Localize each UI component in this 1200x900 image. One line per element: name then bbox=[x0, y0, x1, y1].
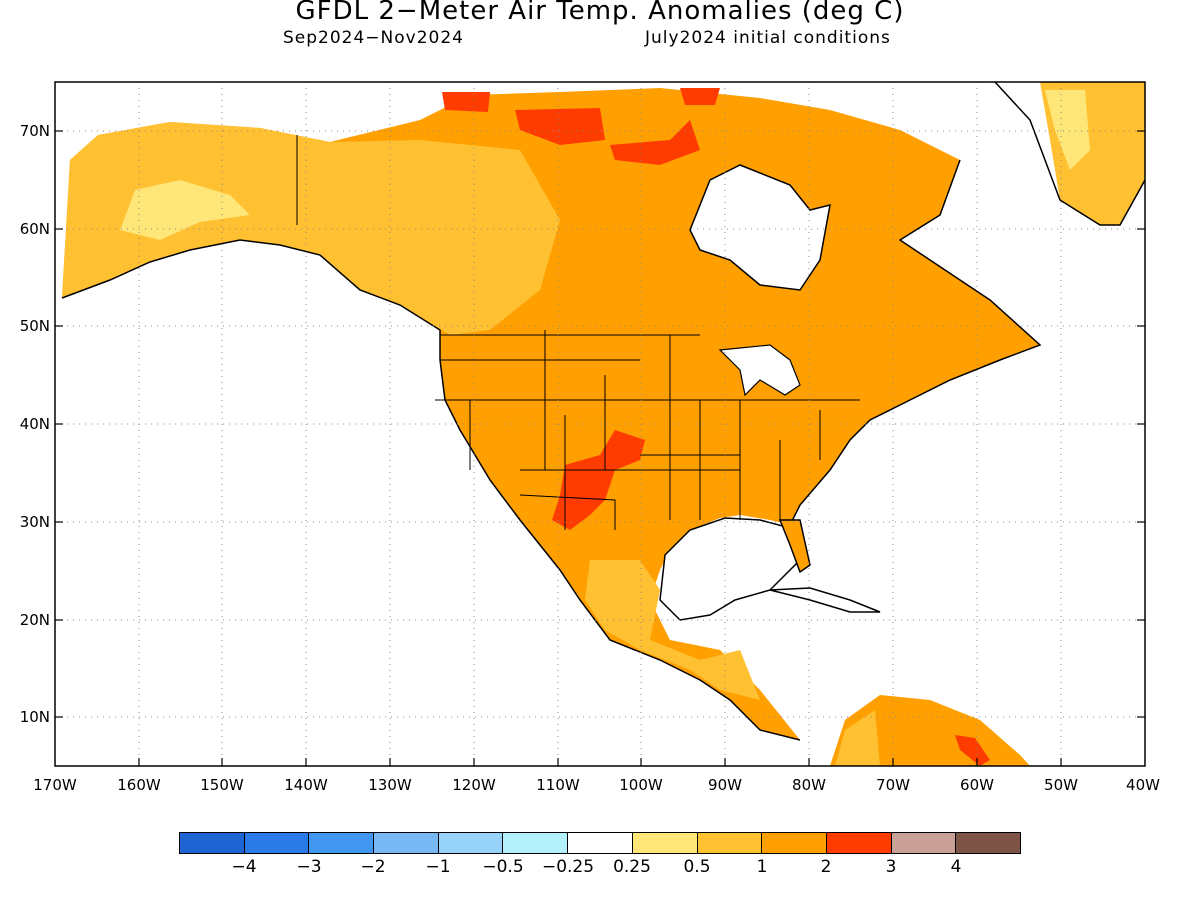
lon-label: 130W bbox=[368, 776, 412, 794]
lon-label: 120W bbox=[452, 776, 496, 794]
legend-label: −4 bbox=[231, 857, 257, 877]
legend-swatch bbox=[697, 833, 763, 853]
legend-swatch bbox=[568, 833, 633, 853]
legend-label: −2 bbox=[360, 857, 386, 877]
east-coastline bbox=[789, 159, 1042, 526]
lat-label: 70N bbox=[20, 122, 50, 140]
legend-swatch bbox=[632, 833, 698, 853]
map-title: GFDL 2−Meter Air Temp. Anomalies (deg C) bbox=[295, 0, 905, 26]
lat-label: 40N bbox=[20, 415, 50, 433]
arctic-islands-strong-anomaly-3 bbox=[680, 88, 720, 105]
legend-swatch bbox=[891, 833, 957, 853]
arctic-islands-strong-anomaly-2 bbox=[442, 92, 490, 112]
lat-label: 30N bbox=[20, 513, 50, 531]
lon-label: 110W bbox=[536, 776, 580, 794]
legend-label: −3 bbox=[296, 857, 322, 877]
legend-label: −0.25 bbox=[541, 857, 595, 877]
southwest-us-strong-anomaly bbox=[552, 430, 645, 530]
great-lakes bbox=[718, 344, 801, 397]
forecast-period: Sep2024−Nov2024 bbox=[283, 28, 464, 48]
northwest-moderate-anomaly bbox=[62, 122, 560, 335]
lon-label: 60W bbox=[960, 776, 994, 794]
legend-label: 0.25 bbox=[613, 857, 651, 877]
lat-label: 60N bbox=[20, 220, 50, 238]
lon-label: 80W bbox=[792, 776, 826, 794]
legend-swatch bbox=[309, 833, 375, 853]
lat-label: 50N bbox=[20, 317, 50, 335]
legend-label: 0.5 bbox=[683, 857, 711, 877]
lon-label: 50W bbox=[1044, 776, 1078, 794]
arctic-islands-strong-anomaly-1 bbox=[515, 108, 605, 145]
greenland-coastline bbox=[994, 82, 1145, 226]
legend-swatch bbox=[180, 833, 245, 853]
lon-label: 40W bbox=[1126, 776, 1160, 794]
initial-conditions: July2024 initial conditions bbox=[645, 28, 891, 48]
lon-label: 160W bbox=[117, 776, 161, 794]
venezuela-strong-anomaly bbox=[955, 735, 990, 766]
greenland-weak-anomaly bbox=[1045, 90, 1090, 170]
boundaries bbox=[296, 135, 860, 530]
legend-label: −0.5 bbox=[482, 857, 524, 877]
legend-swatch bbox=[244, 833, 310, 853]
legend-label: 2 bbox=[820, 857, 832, 877]
legend-swatch bbox=[826, 833, 892, 853]
tick-marks bbox=[55, 130, 1145, 766]
legend-swatch bbox=[503, 833, 569, 853]
gulf-of-mexico bbox=[659, 517, 801, 621]
cuba bbox=[769, 587, 881, 613]
legend-swatch bbox=[762, 833, 827, 853]
florida bbox=[778, 519, 811, 574]
mexico-moderate-anomaly bbox=[585, 560, 760, 700]
lat-label: 10N bbox=[20, 708, 50, 726]
legend-label: 4 bbox=[950, 857, 962, 877]
legend-label: 3 bbox=[885, 857, 897, 877]
color-legend bbox=[179, 832, 1021, 854]
arctic-islands-strong-anomaly-4 bbox=[610, 120, 700, 165]
lon-label: 170W bbox=[33, 776, 77, 794]
lon-label: 140W bbox=[284, 776, 328, 794]
lon-label: 90W bbox=[708, 776, 742, 794]
south-america-moderate-anomaly bbox=[835, 710, 880, 766]
lon-label: 70W bbox=[876, 776, 910, 794]
legend-label: 1 bbox=[756, 857, 768, 877]
alaska-weak-anomaly bbox=[120, 180, 250, 240]
legend-swatch bbox=[438, 833, 504, 853]
legend-swatch bbox=[374, 833, 439, 853]
lon-label: 150W bbox=[200, 776, 244, 794]
legend-label: −1 bbox=[425, 857, 451, 877]
lat-label: 20N bbox=[20, 611, 50, 629]
legend-swatch bbox=[956, 833, 1020, 853]
lat-lon-grid bbox=[55, 82, 1145, 766]
lon-label: 100W bbox=[619, 776, 663, 794]
